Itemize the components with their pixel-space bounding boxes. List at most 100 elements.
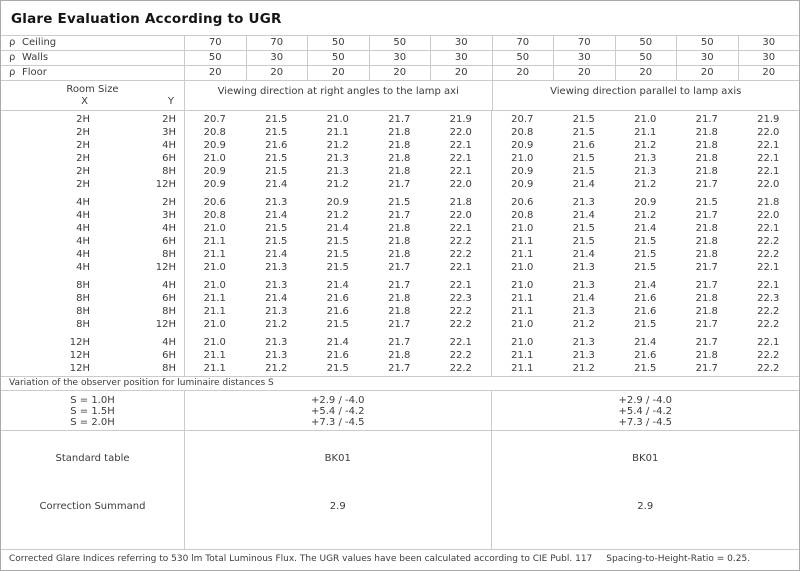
ugr-value: 21.0	[511, 319, 534, 330]
ugr-value: 21.2	[634, 210, 657, 221]
reflectance-value: 20	[614, 66, 677, 80]
ugr-value: 21.0	[326, 114, 349, 125]
spacing-variation-section: S = 1.0H +2.9 / -4.0 +2.9 / -4.0 S = 1.5H +5…	[1, 391, 799, 431]
ugr-value: 21.3	[634, 166, 657, 177]
spacing-row: S = 1.0H +2.9 / -4.0 +2.9 / -4.0	[1, 395, 799, 406]
ugr-value: 21.5	[572, 153, 595, 164]
ugr-value: 22.2	[757, 363, 780, 374]
ugr-value: 22.2	[449, 306, 472, 317]
reflectance-value: 30	[737, 51, 800, 65]
reflectance-value: 20	[307, 66, 369, 80]
room-size-label: Room Size	[66, 84, 119, 95]
room-y-value: 4H	[162, 337, 176, 348]
ugr-value: 21.7	[695, 114, 718, 125]
ugr-value: 22.1	[449, 262, 472, 273]
ugr-value: 21.8	[388, 236, 411, 247]
ugr-value: 21.4	[572, 293, 595, 304]
footer-ratio-text: Spacing-to-Height-Ratio = 0.25.	[606, 554, 751, 564]
ugr-value: 21.5	[265, 236, 288, 247]
ugr-value: 21.9	[449, 114, 472, 125]
ugr-value: 21.5	[634, 236, 657, 247]
ugr-value: 20.6	[511, 197, 534, 208]
ugr-table-row: 4H 6H 21.1 21.5 21.5 21.8 22.2 21.1 21.5 21.5 21.8…	[1, 235, 799, 248]
vertical-divider	[491, 391, 492, 430]
reflectance-value: 50	[491, 51, 554, 65]
correction-summand-value: 2.9	[329, 501, 346, 512]
spacing-correction-value: +7.3 / -4.5	[618, 417, 673, 428]
ugr-value: 21.7	[695, 210, 718, 221]
ugr-value: 21.4	[572, 179, 595, 190]
ugr-value: 22.2	[449, 236, 472, 247]
reflectance-value: 30	[737, 36, 800, 50]
room-y-value: 3H	[162, 127, 176, 138]
ugr-value: 21.6	[326, 350, 349, 361]
ugr-value: 21.8	[695, 293, 718, 304]
ugr-value: 21.2	[326, 140, 349, 151]
ugr-value: 22.2	[449, 249, 472, 260]
room-x-value: 4H	[76, 236, 90, 247]
ugr-value: 21.7	[388, 210, 411, 221]
ugr-value: 21.8	[388, 306, 411, 317]
ugr-value: 21.7	[388, 363, 411, 374]
standard-table-value: BK01	[324, 453, 351, 464]
x-column-label: X	[81, 96, 88, 107]
ugr-table-row: 8H 6H 21.1 21.4 21.6 21.8 22.3 21.1 21.4 21.6 21.8…	[1, 292, 799, 305]
ugr-value: 21.4	[572, 249, 595, 260]
room-size-block: 2H 2H 20.7 21.5 21.0 21.7 21.9 20.7 21.5 21.0 21.7…	[1, 113, 799, 191]
ugr-value: 21.4	[265, 179, 288, 190]
ugr-value: 21.5	[634, 249, 657, 260]
ugr-value: 21.0	[634, 114, 657, 125]
reflectance-label: ρ Floor	[1, 66, 184, 80]
ugr-value: 21.8	[695, 306, 718, 317]
ugr-value: 21.0	[511, 223, 534, 234]
spacing-label: S = 2.0H	[70, 417, 115, 428]
ugr-value: 21.0	[203, 153, 226, 164]
room-size-block: 8H 4H 21.0 21.3 21.4 21.7 22.1 21.0 21.3 21.4 21.7…	[1, 279, 799, 331]
ugr-table-row: 4H 2H 20.6 21.3 20.9 21.5 21.8 20.6 21.3 20.9 21.5…	[1, 196, 799, 209]
ugr-table-row: 4H 3H 20.8 21.4 21.2 21.7 22.0 20.8 21.4 21.2 21.7…	[1, 209, 799, 222]
ugr-table-row: 4H 4H 21.0 21.5 21.4 21.8 22.1 21.0 21.5 21.4 21.8…	[1, 222, 799, 235]
ugr-value: 21.8	[388, 223, 411, 234]
ugr-value: 21.4	[326, 337, 349, 348]
room-x-value: 8H	[76, 280, 90, 291]
section1-header: Viewing direction at right angles to the…	[184, 81, 492, 110]
spacing-correction-value: +7.3 / -4.5	[310, 417, 365, 428]
room-x-value: 2H	[76, 179, 90, 190]
ugr-value: 21.8	[695, 166, 718, 177]
reflectance-value: 30	[430, 36, 492, 50]
ugr-value: 21.6	[326, 293, 349, 304]
ugr-value: 21.2	[265, 363, 288, 374]
ugr-value: 21.5	[572, 236, 595, 247]
reflectance-value: 20	[430, 66, 492, 80]
ugr-value: 21.3	[572, 350, 595, 361]
room-x-value: 8H	[76, 306, 90, 317]
ugr-value: 21.4	[634, 337, 657, 348]
ugr-value: 21.4	[572, 210, 595, 221]
room-y-value: 6H	[162, 236, 176, 247]
ugr-table-row: 12H 8H 21.1 21.2 21.5 21.7 22.2 21.1 21.2 21.5 21.…	[1, 362, 799, 375]
ugr-value: 21.1	[203, 306, 226, 317]
ugr-value: 21.8	[695, 127, 718, 138]
reflectance-value: 50	[307, 51, 369, 65]
ugr-value: 21.6	[572, 140, 595, 151]
ugr-value: 22.2	[757, 350, 780, 361]
ugr-value: 21.1	[511, 236, 534, 247]
ugr-value: 21.6	[634, 306, 657, 317]
ugr-value: 21.3	[634, 153, 657, 164]
ugr-value: 21.2	[265, 319, 288, 330]
ugr-value: 21.7	[695, 337, 718, 348]
ugr-value: 20.9	[203, 179, 226, 190]
ugr-value: 21.5	[572, 166, 595, 177]
ugr-value: 21.3	[326, 166, 349, 177]
ugr-value: 21.0	[203, 319, 226, 330]
ugr-value: 21.8	[388, 140, 411, 151]
ugr-value: 21.1	[326, 127, 349, 138]
standard-table-row: Standard table BK01 BK01	[1, 453, 799, 465]
reflectance-value: 20	[368, 66, 431, 80]
spacing-correction-value: +5.4 / -4.2	[618, 406, 673, 417]
rho-symbol: ρ	[9, 67, 16, 78]
room-x-value: 2H	[76, 153, 90, 164]
ugr-value: 22.1	[449, 140, 472, 151]
reflectance-value: 20	[184, 66, 246, 80]
